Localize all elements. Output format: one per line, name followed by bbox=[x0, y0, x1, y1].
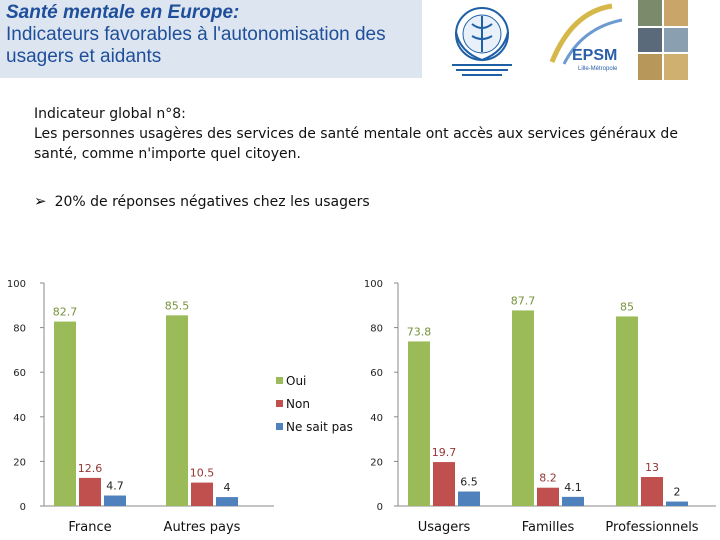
bar-non bbox=[191, 482, 213, 506]
data-label: 4.7 bbox=[106, 480, 124, 493]
bar-oui bbox=[616, 316, 638, 506]
epsm-sub: Lille-Métropole bbox=[578, 66, 618, 72]
data-label: 13 bbox=[645, 461, 659, 474]
data-label: 85 bbox=[620, 300, 634, 313]
data-label: 2 bbox=[674, 486, 681, 499]
bar-oui bbox=[512, 310, 534, 506]
data-label: 4.1 bbox=[564, 481, 582, 494]
photo-collage bbox=[638, 0, 688, 80]
legend-swatch bbox=[276, 377, 283, 384]
page-title: Santé mentale en Europe: Indicateurs fav… bbox=[6, 2, 418, 68]
indicator-title: Indicateur global n°8: bbox=[34, 106, 186, 122]
data-label: 87.7 bbox=[511, 294, 536, 307]
indicator-description: Les personnes usagères des services de s… bbox=[34, 126, 678, 162]
data-label: 82.7 bbox=[53, 306, 78, 319]
epsm-logo-icon: EPSM Lille-Métropole bbox=[549, 3, 623, 72]
bullet-point: ➢ 20% de réponses négatives chez les usag… bbox=[34, 192, 370, 210]
bar-ne-sait-pas bbox=[104, 495, 126, 506]
bar-oui bbox=[408, 341, 430, 506]
bar-non bbox=[433, 462, 455, 506]
bar-ne-sait-pas bbox=[666, 501, 688, 506]
data-label: 19.7 bbox=[432, 446, 457, 459]
category-label: Autres pays bbox=[164, 520, 241, 535]
bar-non bbox=[537, 487, 559, 506]
data-label: 8.2 bbox=[539, 472, 557, 485]
legend-entry: Ne sait pas bbox=[286, 420, 353, 434]
y-tick-label: 40 bbox=[13, 413, 26, 424]
page-title-line2: Indicateurs favorables à l'autonomisatio… bbox=[6, 24, 386, 67]
bullet-text: 20% de réponses négatives chez les usage… bbox=[54, 194, 370, 210]
category-label: Professionnels bbox=[605, 520, 698, 535]
bar-non bbox=[79, 477, 101, 506]
category-label: France bbox=[68, 520, 111, 535]
bar-ne-sait-pas bbox=[458, 491, 480, 506]
y-tick-label: 80 bbox=[370, 324, 383, 335]
legend-swatch bbox=[276, 400, 283, 407]
y-tick-label: 100 bbox=[364, 279, 383, 290]
data-label: 12.6 bbox=[78, 462, 103, 475]
bar-ne-sait-pas bbox=[216, 497, 238, 506]
y-tick-label: 20 bbox=[13, 457, 26, 468]
y-tick-label: 80 bbox=[13, 324, 26, 335]
legend-entry: Non bbox=[286, 397, 310, 411]
bar-non bbox=[641, 477, 663, 506]
legend-entry: Oui bbox=[286, 374, 306, 388]
logo-strip: EPSM Lille-Métropole bbox=[432, 0, 720, 80]
bar-oui bbox=[54, 321, 76, 506]
who-logo-icon bbox=[452, 7, 512, 76]
y-tick-label: 60 bbox=[370, 368, 383, 379]
y-tick-label: 100 bbox=[7, 279, 26, 290]
data-label: 4 bbox=[224, 481, 231, 494]
header-banner: Santé mentale en Europe: Indicateurs fav… bbox=[0, 0, 422, 78]
y-tick-label: 0 bbox=[377, 502, 383, 513]
category-label: Familles bbox=[522, 520, 575, 535]
y-tick-label: 40 bbox=[370, 413, 383, 424]
epsm-label: EPSM bbox=[572, 47, 617, 64]
bar-ne-sait-pas bbox=[562, 496, 584, 506]
page-title-line1: Santé mentale en Europe: bbox=[6, 2, 240, 23]
y-tick-label: 0 bbox=[20, 502, 26, 513]
data-label: 73.8 bbox=[407, 325, 432, 338]
y-tick-label: 60 bbox=[13, 368, 26, 379]
legend-swatch bbox=[276, 423, 283, 430]
indicator-text: Indicateur global n°8: Les personnes usa… bbox=[34, 104, 704, 164]
bar-oui bbox=[166, 315, 188, 506]
y-tick-label: 20 bbox=[370, 457, 383, 468]
category-label: Usagers bbox=[418, 520, 471, 535]
data-label: 10.5 bbox=[190, 467, 215, 480]
data-label: 85.5 bbox=[165, 299, 190, 312]
arrow-bullet-icon: ➢ bbox=[34, 192, 47, 210]
data-label: 6.5 bbox=[460, 476, 478, 489]
